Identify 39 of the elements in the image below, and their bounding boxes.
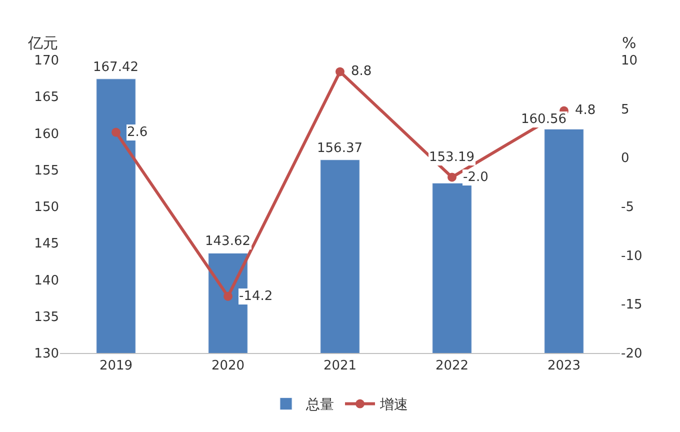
x-tick-label: 2022 [435,358,469,374]
x-tick-label: 2020 [211,358,245,374]
data-label: 156.37 [317,141,362,156]
data-label: -14.2 [239,289,273,304]
point [112,128,120,137]
y-axis-title: 亿元 [27,34,58,52]
y2-tick-label: -10 [621,248,642,264]
y2-tick-label: 0 [621,151,630,166]
data-label: 153.19 [429,150,474,165]
y2-tick-label: -5 [621,200,634,216]
data-label: 160.56 [521,112,566,127]
y2-axis-title: % [622,34,636,52]
point [336,67,344,76]
legend-label: 增速 [379,397,408,414]
y-tick-label: 135 [34,310,59,325]
data-label: 4.8 [575,103,596,118]
y-tick-label: 145 [34,236,59,252]
data-label: 143.62 [205,234,250,249]
y-tick-label: 160 [34,126,59,142]
legend-label: 总量 [305,397,334,414]
y2-tick-label: 10 [621,54,638,69]
x-tick-label: 2019 [99,358,133,374]
y-tick-label: 140 [34,273,59,288]
point [224,292,232,301]
y2-tick-label: 5 [621,102,630,118]
y-tick-label: 130 [34,346,59,362]
y-tick-label: 165 [34,90,59,106]
data-label: 167.42 [93,60,138,75]
data-label: 8.8 [351,64,372,79]
x-tick-label: 2021 [323,358,357,374]
y-tick-label: 155 [34,163,59,178]
y2-tick-label: -15 [621,298,642,313]
data-label: -2.0 [463,170,488,185]
x-tick-label: 2023 [547,358,581,374]
y2-tick-label: -20 [621,346,642,362]
y-tick-label: 150 [34,200,59,216]
y-tick-label: 170 [34,54,59,69]
point [448,172,456,182]
data-label: 2.6 [127,125,148,140]
